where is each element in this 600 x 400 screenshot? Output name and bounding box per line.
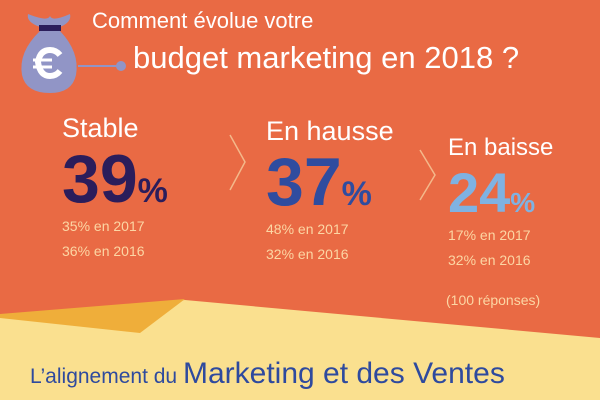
stat-baisse: En baisse 24% 17% en 2017 32% en 2016 — [448, 133, 553, 273]
title-line-2: budget marketing en 2018 ? — [133, 40, 520, 75]
stat-label: Stable — [62, 113, 139, 143]
chevron-divider-2 — [419, 149, 436, 201]
stat-value: 24 — [448, 161, 511, 224]
stat-history-2017: 35% en 2017 — [62, 218, 145, 234]
stat-history-2017: 17% en 2017 — [448, 227, 531, 243]
footer-heading: L’alignement du Marketing et des Ventes — [30, 356, 505, 395]
title-line-1: Comment évolue votre — [92, 8, 314, 33]
stat-unit: % — [341, 175, 372, 213]
stat-history-2016: 32% en 2016 — [266, 246, 349, 262]
money-bag-euro-icon — [21, 14, 126, 93]
responses-count: (100 réponses) — [446, 292, 541, 308]
stat-hausse: En hausse 37% 48% en 2017 32% en 2016 — [266, 115, 394, 267]
stat-value-wrap: 39% — [62, 144, 168, 214]
stat-value-wrap: 24% — [448, 163, 553, 223]
stat-unit: % — [137, 172, 168, 210]
stat-history-2016: 32% en 2016 — [448, 252, 531, 268]
stat-history-2016: 36% en 2016 — [62, 243, 145, 259]
stat-unit: % — [510, 187, 536, 218]
stat-value-wrap: 37% — [266, 147, 394, 217]
footer-emphasis: Marketing et des Ventes — [182, 357, 505, 390]
gold-triangle — [0, 299, 185, 333]
stat-value: 39 — [62, 141, 138, 217]
stat-stable: Stable 39% 35% en 2017 36% en 2016 — [62, 112, 168, 264]
stat-label: En baisse — [448, 134, 554, 161]
chevron-divider-1 — [229, 134, 246, 191]
stat-history-2017: 48% en 2017 — [266, 221, 349, 237]
stat-label: En hausse — [266, 116, 394, 146]
footer-prefix: L’alignement du — [30, 365, 178, 388]
stat-value: 37 — [266, 144, 342, 220]
